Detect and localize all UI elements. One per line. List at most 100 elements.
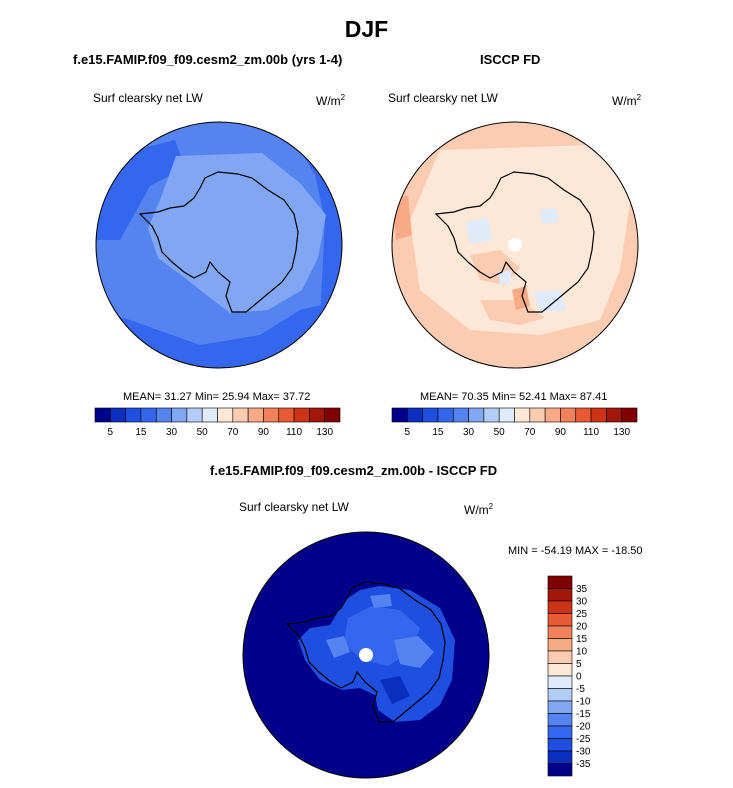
colorbar-swatch (547, 738, 573, 752)
colorbar-swatch (186, 407, 203, 423)
panel2-subtitle: Surf clearsky net LW (388, 91, 498, 105)
colorbar-swatch (309, 407, 325, 423)
colorbar-swatch (324, 407, 341, 423)
colorbar-tick-label: 50 (197, 427, 209, 438)
colorbar-swatch (560, 407, 577, 423)
colorbar-tick-label: 30 (166, 427, 178, 438)
panel1-colorbar: 5 15 30 50 70 90 110 130 (94, 407, 341, 438)
colorbar-swatch (544, 407, 561, 423)
colorbar-tick-label: 50 (494, 427, 506, 438)
colorbar-tick-label: 5 (108, 427, 114, 438)
colorbar-swatch (263, 407, 280, 423)
panel3-stats: MIN = -54.19 MAX = -18.50 (508, 545, 643, 557)
colorbar-swatch (547, 675, 573, 689)
page-title: DJF (344, 16, 389, 42)
colorbar-tick-label: 30 (576, 597, 588, 608)
colorbar-swatch (590, 407, 607, 423)
colorbar-swatch (110, 407, 126, 423)
colorbar-tick-label: 130 (316, 427, 333, 438)
colorbar-swatch (575, 407, 592, 423)
colorbar-tick-label: -30 (576, 747, 591, 758)
colorbar-swatch (547, 663, 573, 677)
colorbar-tick-label: -35 (576, 759, 591, 770)
colorbar-tick-label: -20 (576, 722, 591, 733)
colorbar-swatch (422, 407, 439, 423)
panel2-stats: MEAN= 70.35 Min= 52.41 Max= 87.41 (420, 391, 608, 403)
colorbar-tick-label: 10 (576, 647, 588, 658)
colorbar-swatch (547, 625, 573, 639)
colorbar-swatch (125, 407, 142, 423)
colorbar-tick-label: 130 (613, 427, 630, 438)
colorbar-swatch (483, 407, 500, 423)
panel1-coastline (138, 171, 299, 313)
colorbar-swatch (391, 407, 408, 423)
colorbar-swatch (547, 700, 573, 714)
colorbar-swatch (468, 407, 485, 423)
colorbar-swatch (247, 407, 264, 423)
panel1-map (95, 121, 343, 369)
colorbar-swatch (232, 407, 249, 423)
colorbar-tick-label: 15 (432, 427, 444, 438)
colorbar-tick-label: 110 (583, 427, 599, 438)
panel2-map (391, 121, 639, 369)
colorbar-swatch (217, 407, 234, 423)
colorbar-tick-label: 20 (576, 622, 588, 633)
colorbar-swatch (293, 407, 310, 423)
colorbar-swatch (547, 650, 573, 664)
colorbar-tick-label: 5 (576, 659, 582, 670)
colorbar-tick-label: -5 (576, 684, 585, 695)
panel1-stats: MEAN= 31.27 Min= 25.94 Max= 37.72 (123, 391, 311, 403)
panel1-title: f.e15.FAMIP.f09_f09.cesm2_zm.00b (yrs 1-… (73, 52, 343, 67)
colorbar-tick-label: 35 (576, 584, 588, 595)
colorbar-swatch (547, 763, 573, 777)
colorbar-tick-label: -15 (576, 709, 591, 720)
colorbar-swatch (547, 575, 573, 589)
colorbar-swatch (94, 407, 111, 423)
colorbar-swatch (547, 750, 573, 764)
colorbar-tick-label: 15 (576, 634, 588, 645)
panel3-map (242, 531, 490, 779)
colorbar-tick-label: 30 (463, 427, 475, 438)
colorbar-swatch (140, 407, 157, 423)
panel3-subtitle: Surf clearsky net LW (239, 500, 349, 514)
colorbar-swatch (514, 407, 531, 423)
colorbar-swatch (621, 407, 638, 423)
colorbar-swatch (437, 407, 454, 423)
colorbar-tick-label: 90 (555, 427, 567, 438)
colorbar-tick-label: 5 (405, 427, 411, 438)
panel2-units: W/m2 (612, 93, 642, 108)
colorbar-swatch (547, 613, 573, 627)
panel1-subtitle: Surf clearsky net LW (93, 91, 203, 105)
colorbar-swatch (606, 407, 622, 423)
panel3-coastline (285, 581, 446, 723)
colorbar-tick-label: 15 (135, 427, 147, 438)
panel1-units: W/m2 (316, 93, 346, 108)
colorbar-swatch (278, 407, 295, 423)
panel2-coastline (434, 171, 595, 313)
colorbar-swatch (498, 407, 515, 423)
panel3-title: f.e15.FAMIP.f09_f09.cesm2_zm.00b - ISCCP… (210, 463, 498, 478)
colorbar-swatch (547, 588, 573, 602)
colorbar-tick-label: 90 (258, 427, 270, 438)
colorbar-tick-label: 70 (524, 427, 536, 438)
colorbar-swatch (529, 407, 546, 423)
colorbar-tick-label: 0 (576, 672, 582, 683)
colorbar-swatch (547, 725, 573, 739)
colorbar-tick-label: 110 (286, 427, 302, 438)
colorbar-tick-label: 70 (227, 427, 239, 438)
colorbar-swatch (407, 407, 423, 423)
colorbar-swatch (547, 688, 573, 702)
colorbar-swatch (547, 713, 573, 727)
colorbar-tick-label: -25 (576, 734, 591, 745)
colorbar-swatch (201, 407, 218, 423)
panel2-title: ISCCP FD (480, 52, 541, 67)
colorbar-swatch (155, 407, 172, 423)
colorbar-swatch (547, 600, 573, 614)
colorbar-swatch (547, 638, 573, 652)
panel2-colorbar: 5 15 30 50 70 90 110 130 (391, 407, 638, 438)
panel3-units: W/m2 (464, 502, 494, 517)
colorbar-tick-label: 25 (576, 609, 588, 620)
colorbar-tick-label: -10 (576, 697, 591, 708)
colorbar-swatch (171, 407, 188, 423)
